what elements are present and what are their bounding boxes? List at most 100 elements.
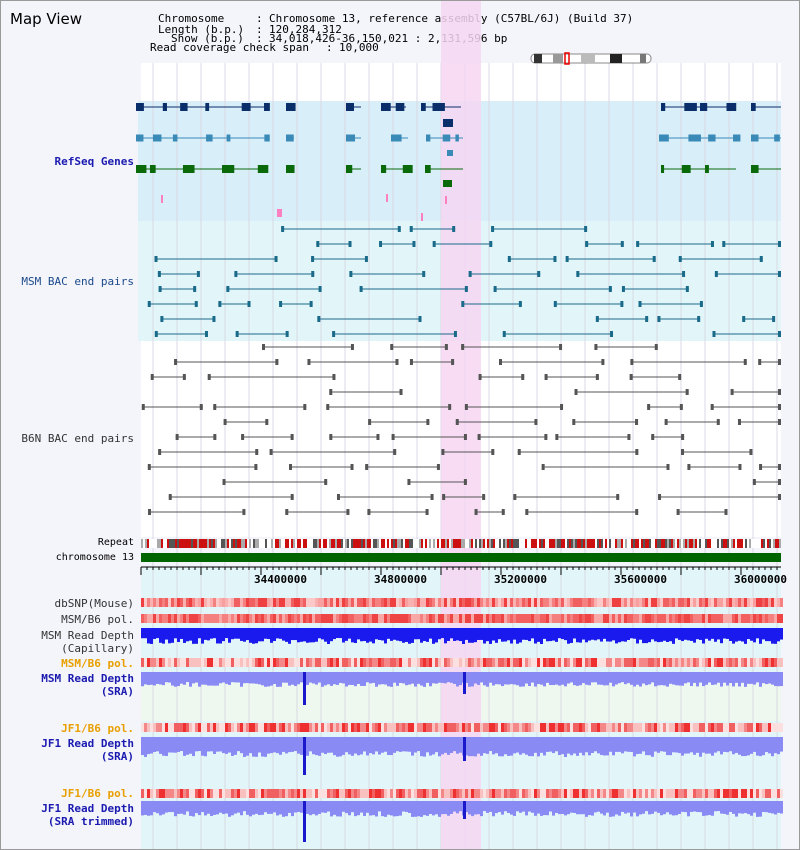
track-label-msm-b6-pol-1[interactable]: MSM/B6 pol. [61, 613, 134, 626]
repeat-mark [495, 539, 497, 548]
track-label-jf1-b6-pol-2[interactable]: JF1/B6 pol. [61, 787, 134, 800]
heat-cell [492, 723, 495, 732]
depth-bar [768, 628, 771, 642]
bac-end [595, 374, 599, 380]
heat-cell [477, 789, 480, 798]
heat-cell [438, 658, 441, 667]
depth-bar [234, 672, 237, 683]
heat-cell [666, 598, 669, 607]
heat-cell [774, 658, 777, 667]
heat-cell [711, 789, 714, 798]
repeat-mark [609, 539, 611, 548]
depth-bar [528, 628, 531, 642]
heat-cell [750, 723, 753, 732]
heat-cell [180, 658, 183, 667]
bac-end [584, 226, 588, 232]
gene-exon [182, 165, 195, 173]
depth-bar [681, 801, 684, 812]
heat-cell [294, 789, 297, 798]
heat-cell [219, 614, 222, 623]
heat-cell [273, 614, 276, 623]
track-label-msm-bac[interactable]: MSM BAC end pairs [21, 275, 134, 288]
bac-end [175, 434, 179, 440]
bac-end [743, 359, 747, 365]
bac-end [275, 359, 279, 365]
track-label-dbsnp[interactable]: dbSNP(Mouse) [54, 597, 134, 610]
depth-bar [264, 628, 267, 639]
bac-end [482, 494, 486, 500]
heat-cell [249, 598, 252, 607]
bac-end [150, 374, 154, 380]
depth-bar [534, 737, 537, 753]
heat-cell [642, 614, 645, 623]
depth-bar [774, 801, 777, 815]
bac-end [326, 404, 330, 410]
heat-cell [291, 723, 294, 732]
heat-cell [495, 598, 498, 607]
track-label-repeat[interactable]: Repeat [97, 537, 134, 548]
heat-cell [459, 789, 462, 798]
track-label-msm-depth-cap[interactable]: MSM Read Depth [41, 629, 134, 642]
repeat-mark [757, 539, 759, 548]
track-label-msm-depth-sra[interactable]: MSM Read Depth [41, 672, 134, 685]
depth-bar [246, 737, 249, 756]
depth-bar [588, 737, 591, 756]
depth-bar [684, 628, 687, 640]
bac-end [657, 316, 661, 322]
repeat-mark [545, 539, 547, 548]
heat-cell [702, 658, 705, 667]
depth-bar [648, 628, 651, 643]
depth-bar [726, 801, 729, 815]
repeat-mark [589, 539, 591, 548]
heat-cell [213, 789, 216, 798]
heat-cell [189, 658, 192, 667]
depth-bar [777, 628, 780, 642]
bac-end [491, 226, 495, 232]
track-label-jf1-depth-sra[interactable]: JF1 Read Depth [41, 737, 134, 750]
heat-cell [465, 789, 468, 798]
track-label-b6n-bac[interactable]: B6N BAC end pairs [21, 432, 134, 445]
heat-cell [504, 614, 507, 623]
depth-bar [720, 801, 723, 814]
depth-bar [567, 801, 570, 815]
depth-bar [270, 672, 273, 686]
heat-cell [366, 598, 369, 607]
track-label-msm-b6-pol-2[interactable]: MSM/B6 pol. [61, 657, 134, 670]
bac-end [158, 449, 162, 455]
depth-bar [159, 628, 162, 643]
repeat-mark [459, 539, 461, 548]
depth-bar [150, 672, 153, 685]
depth-bar [144, 801, 147, 815]
bac-end [455, 419, 459, 425]
depth-bar [663, 801, 666, 815]
depth-bar [186, 801, 189, 812]
repeat-mark [415, 539, 417, 548]
depth-bar [273, 672, 276, 685]
gene-exon [733, 134, 741, 142]
depth-bar [168, 628, 171, 644]
heat-cell [468, 723, 471, 732]
depth-bar [504, 672, 507, 685]
heat-cell [300, 614, 303, 623]
depth-bar [576, 801, 579, 815]
depth-bar [252, 801, 255, 815]
heat-cell [207, 658, 210, 667]
bac-end [359, 286, 363, 292]
depth-bar [723, 628, 726, 639]
track-label-jf1-b6-pol-1[interactable]: JF1/B6 pol. [61, 722, 134, 735]
heat-cell [486, 598, 489, 607]
heat-cell [435, 658, 438, 667]
depth-bar [699, 628, 702, 640]
repeat-mark [429, 539, 431, 548]
heat-cell [471, 598, 474, 607]
depth-bar [180, 737, 183, 752]
depth-bar [588, 628, 591, 641]
track-label-refseq[interactable]: RefSeq Genes [54, 155, 134, 168]
bac-end [699, 301, 703, 307]
track-label-jf1-depth-trim[interactable]: JF1 Read Depth [41, 802, 134, 815]
repeat-mark [615, 539, 617, 548]
depth-bar [240, 672, 243, 687]
depth-bar [543, 801, 546, 816]
depth-bar [369, 672, 372, 684]
